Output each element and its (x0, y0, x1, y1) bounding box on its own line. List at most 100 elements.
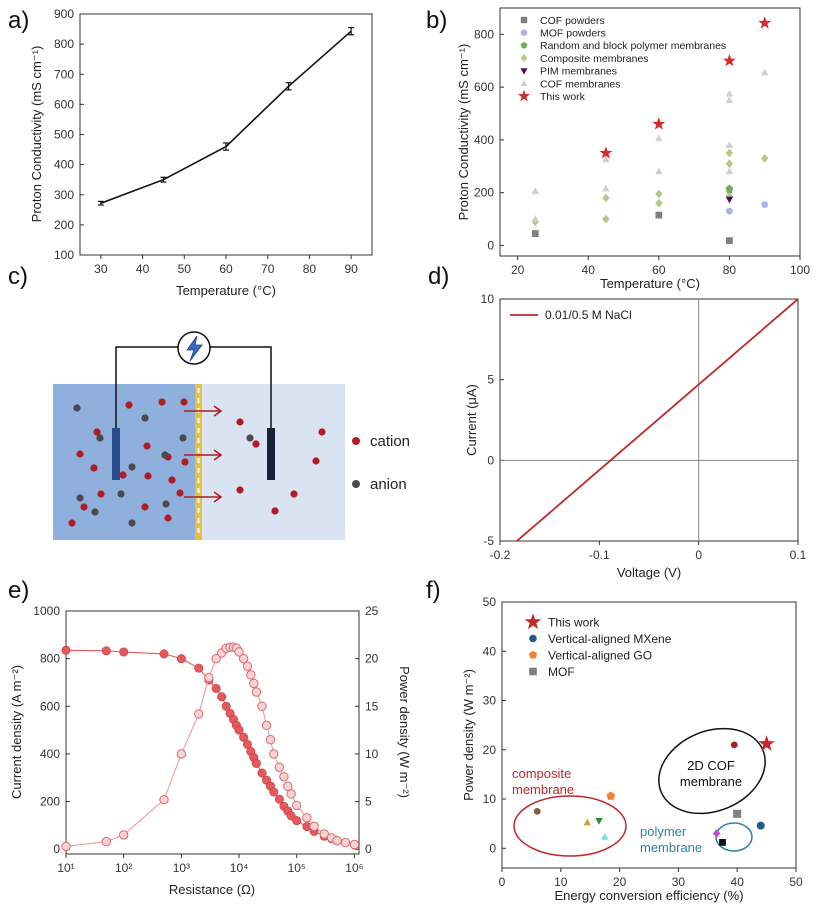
e-point-1-25 (283, 781, 293, 792)
d-xtick-label-0: -0.2 (490, 548, 511, 562)
e-point-1-1 (101, 836, 112, 847)
b-xtick-label-3: 80 (723, 263, 737, 277)
flux-arrow-head-1 (213, 449, 223, 461)
e-xtick-label-0: 10¹ (57, 861, 74, 875)
a-xtick-label-5: 80 (303, 262, 317, 276)
b-xtick-label-4: 100 (790, 263, 810, 277)
a-xtick-label-0: 30 (94, 262, 108, 276)
f-ytick-label-5: 50 (483, 595, 497, 609)
e-point-1-33 (340, 837, 351, 848)
e-point-0-8 (217, 692, 227, 702)
b-point-5-6 (725, 89, 734, 97)
cation-16 (164, 514, 172, 522)
b-point-3-3 (655, 198, 663, 208)
cation-18 (236, 418, 244, 426)
ion-flux-arrows (184, 405, 223, 503)
b-point-5-10 (761, 68, 769, 76)
b-legend-marker-5 (520, 79, 528, 87)
b-point-1-0 (726, 207, 733, 215)
cation-15 (141, 503, 149, 511)
cation-2 (180, 398, 188, 406)
anion-8 (162, 500, 170, 508)
panel-label-e: e) (8, 577, 29, 604)
a-ytick-label-0: 100 (54, 248, 74, 262)
e-xtick-label-4: 10⁵ (288, 861, 306, 875)
panel-a-frame (79, 13, 373, 256)
b-legend-marker-2 (520, 41, 528, 49)
f-xtick-label-2: 20 (613, 875, 627, 889)
e-point-0-4 (176, 654, 186, 664)
b-point-0-2 (726, 237, 733, 245)
f-legend-marker-3 (529, 667, 537, 676)
e-xtick-label-3: 10⁴ (230, 861, 249, 875)
cation-10 (144, 472, 152, 480)
e-point-1-7 (211, 653, 221, 664)
e-point-1-15 (242, 661, 253, 671)
anion-9 (91, 508, 99, 516)
f-xtick-label-3: 30 (672, 875, 686, 889)
b-ytick-label-4: 800 (474, 27, 494, 41)
legend-cation-marker (352, 437, 360, 445)
e-left-ytick-label-2: 400 (40, 747, 60, 761)
cation-23 (290, 490, 298, 498)
lightning-icon (186, 335, 203, 362)
cation-9 (119, 471, 127, 479)
e-point-1-3 (159, 794, 169, 805)
panel-label-c: c) (8, 263, 28, 290)
polymer-membrane-ellipse (715, 822, 753, 852)
f-ytick-label-3: 30 (483, 694, 497, 708)
e-point-0-13 (234, 725, 244, 735)
b-point-0-0 (531, 230, 539, 237)
cation-21 (312, 457, 320, 465)
cation-11 (168, 476, 176, 484)
e-point-1-0 (61, 841, 71, 852)
panel-f-chart: Energy conversion efficiency (%) Power d… (461, 595, 803, 903)
b-point-5-7 (725, 96, 734, 104)
d-legend-label: 0.01/0.5 M NaCl (545, 308, 632, 322)
e-point-0-18 (251, 758, 261, 768)
b-xtick-label-0: 20 (511, 263, 525, 277)
f-legend-label-0: This work (548, 616, 600, 630)
anion-1 (141, 414, 149, 422)
f-other-point-0 (533, 807, 541, 815)
panel-e-y2label: Power density (W m⁻²) (397, 666, 412, 798)
e-point-0-19 (257, 768, 267, 778)
electrode-right (267, 428, 275, 480)
e-left-ytick-label-3: 600 (40, 699, 60, 713)
e-point-0-3 (159, 649, 169, 659)
f-point-0-0 (758, 735, 775, 751)
cation-20 (252, 440, 260, 448)
cof-membrane-ellipse (658, 727, 766, 815)
cation-1 (158, 398, 166, 406)
panel-b-ylabel: Proton Conductivity (mS cm⁻¹) (456, 44, 471, 221)
panel-d-ylabel: Current (μA) (464, 384, 479, 456)
f-ytick-label-0: 0 (489, 841, 496, 855)
e-point-1-4 (176, 749, 187, 759)
panel-label-d: d) (428, 263, 449, 290)
cation-4 (143, 442, 151, 450)
panel-c-schematic: cation anion (53, 331, 410, 540)
b-point-0-1 (655, 211, 663, 219)
e-point-1-29 (309, 821, 319, 832)
a-ytick-label-7: 800 (54, 37, 74, 51)
f-legend-marker-1 (529, 634, 537, 643)
annotation-composite-1: composite (512, 766, 571, 781)
anion-2 (96, 434, 104, 442)
b-legend-label-1: MOF powders (540, 28, 606, 40)
panel-f-ylabel: Power density (W m⁻²) (461, 669, 476, 801)
anion-7 (76, 494, 84, 502)
ions (68, 398, 326, 527)
b-legend-marker-3 (520, 53, 528, 63)
e-point-0-0 (61, 645, 71, 655)
f-point-1-0 (756, 821, 765, 830)
annotation-polymer-1: polymer (640, 824, 687, 839)
panel-a-ylabel: Proton Conductivity (mS cm⁻¹) (29, 46, 44, 223)
legend-anion-marker (352, 480, 360, 488)
b-point-1-1 (761, 201, 769, 208)
panel-label-f: f) (426, 577, 441, 604)
b-point-3-8 (761, 154, 769, 163)
panel-label-b: b) (426, 7, 447, 34)
panel-b-frame (499, 7, 801, 257)
a-xtick-label-4: 70 (261, 262, 275, 276)
panel-f-xlabel: Energy conversion efficiency (%) (554, 888, 743, 903)
